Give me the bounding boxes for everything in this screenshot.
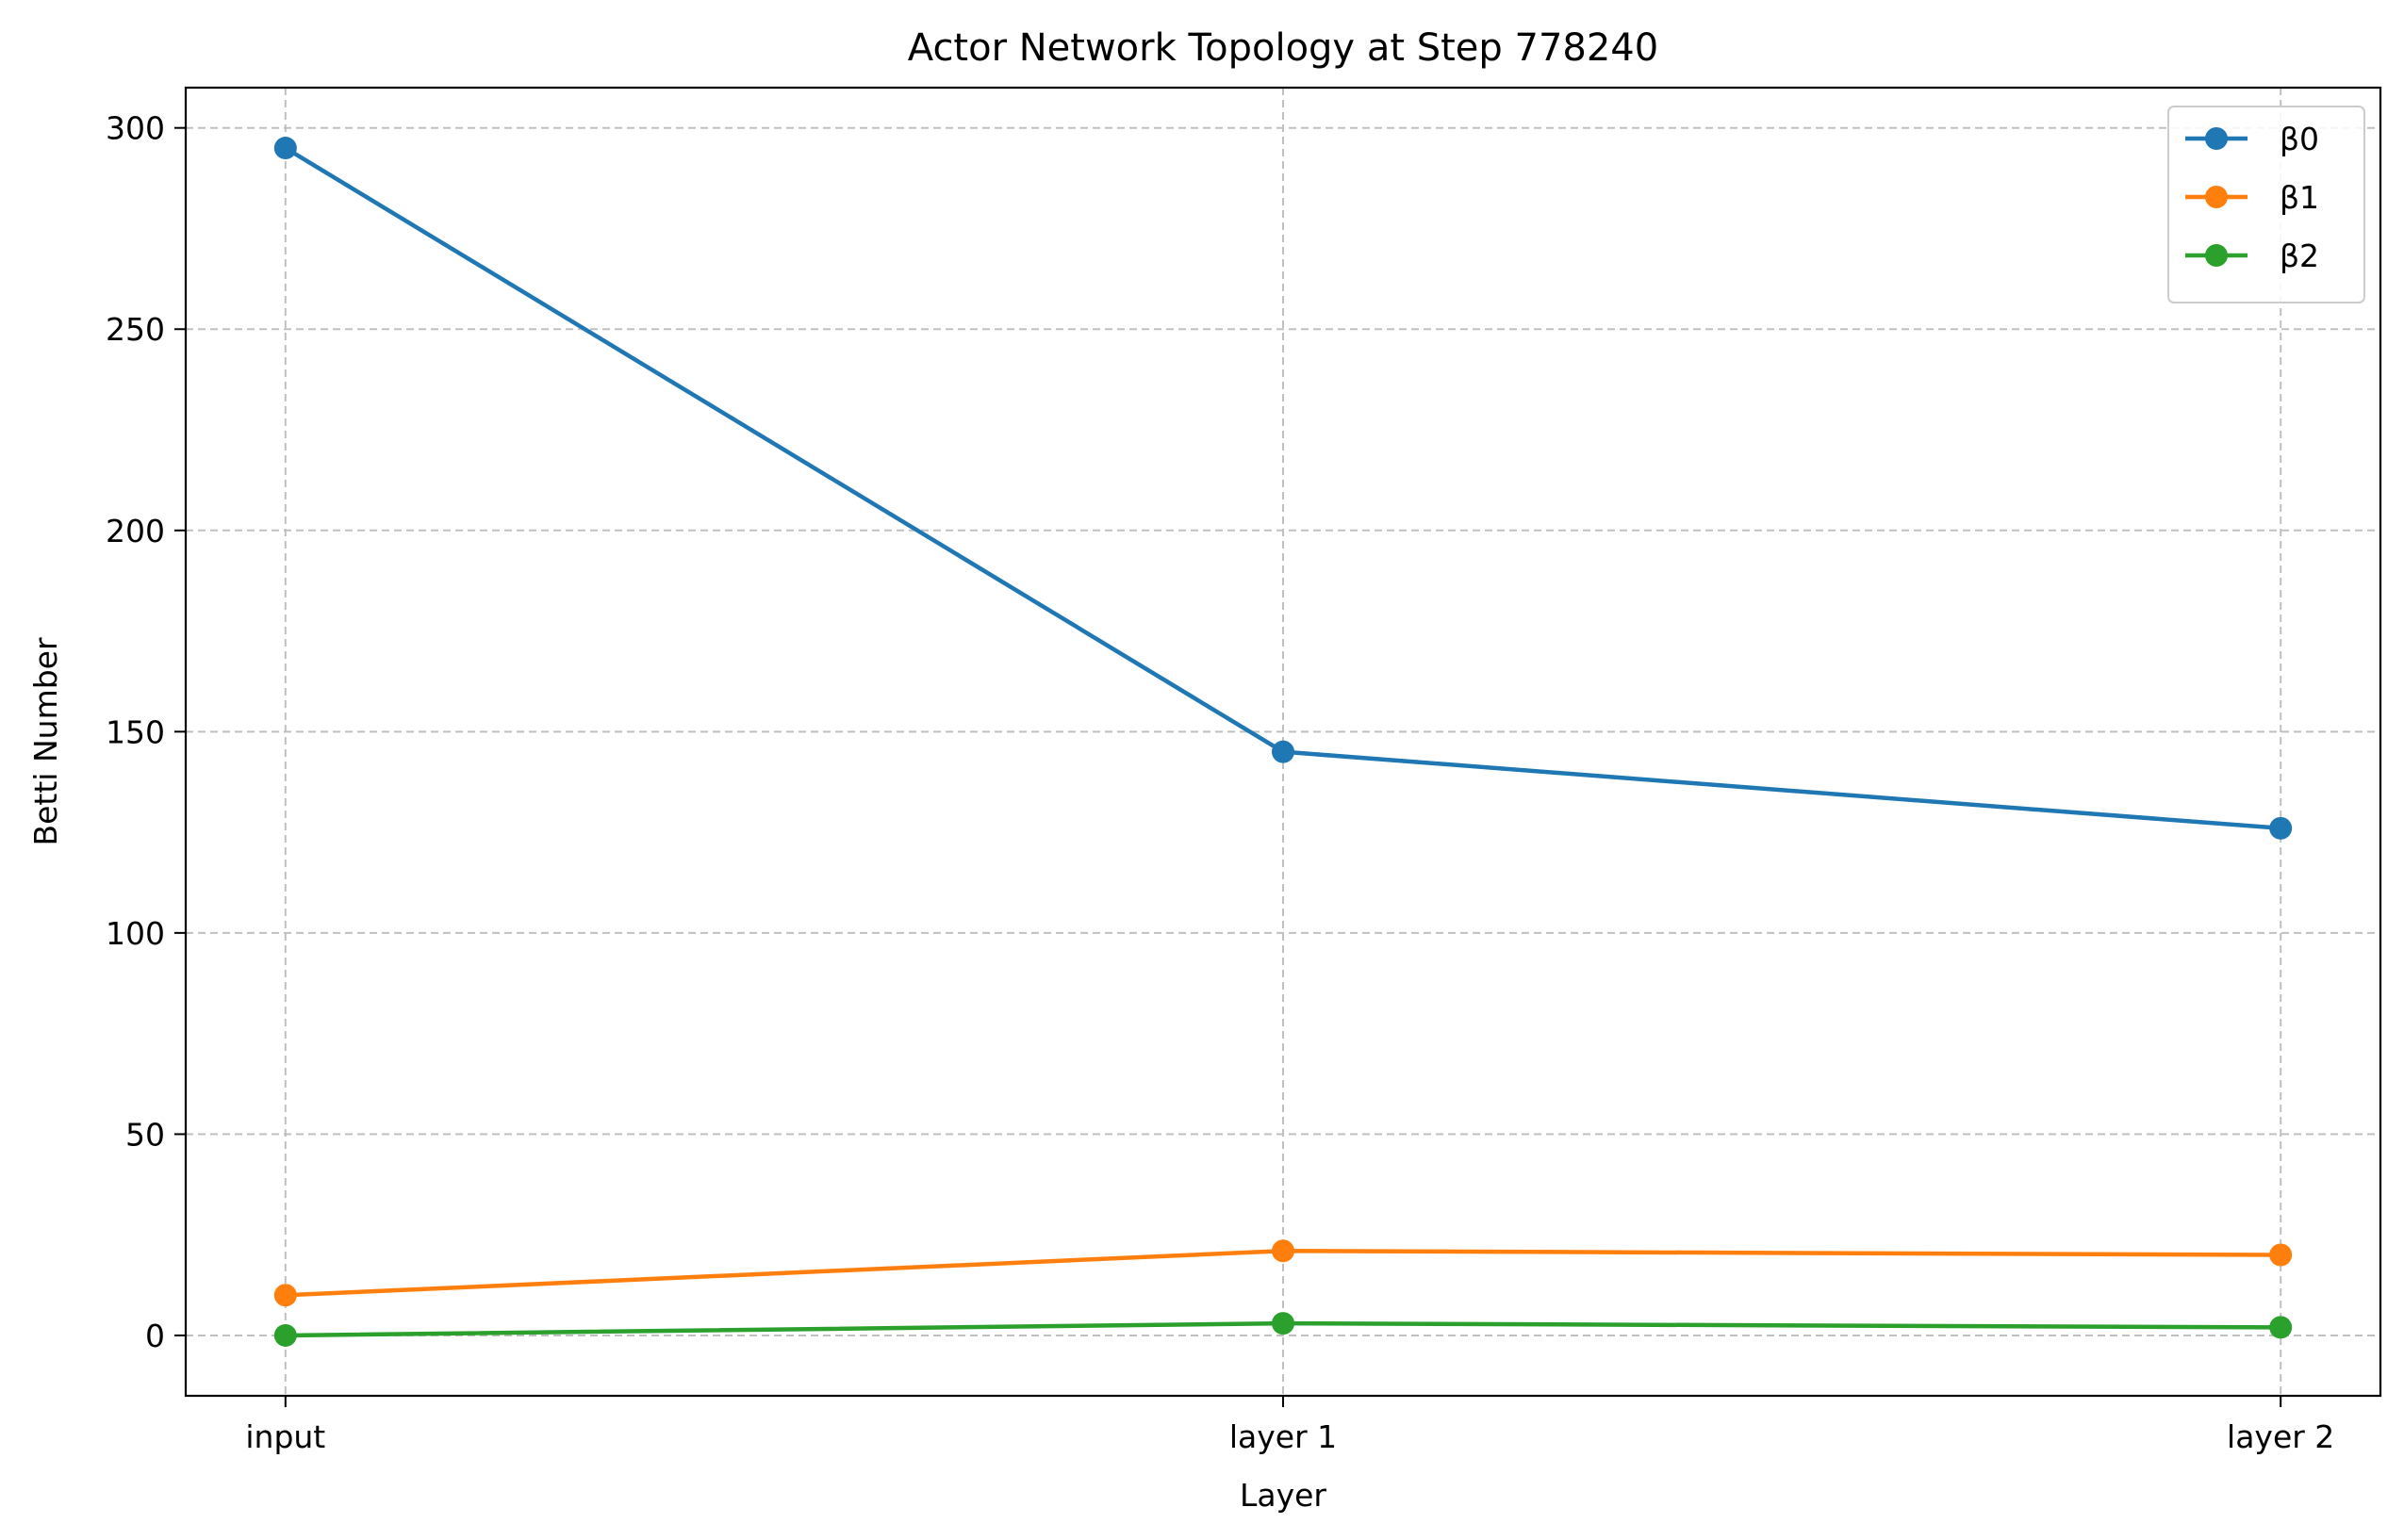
legend-item: β2 [2185, 238, 2319, 274]
y-axis-label: Betti Number [27, 637, 64, 845]
data-point [273, 1284, 297, 1307]
series-1 [273, 1239, 2293, 1307]
data-point [1272, 1239, 1294, 1263]
legend-label: β1 [2280, 179, 2319, 216]
x-tick-label: layer 1 [1229, 1418, 1337, 1455]
x-axis-label: Layer [1240, 1477, 1326, 1514]
legend-label: β2 [2280, 238, 2319, 274]
series-2 [273, 1312, 2293, 1347]
legend-marker [2205, 244, 2228, 267]
legend: β0 β1 β2 [2167, 106, 2365, 303]
y-tick-label: 200 [106, 513, 165, 549]
legend-label: β0 [2280, 121, 2319, 157]
data-point [2269, 816, 2293, 840]
legend-item: β0 [2185, 121, 2319, 157]
y-tick-label: 300 [106, 110, 165, 147]
legend-marker [2205, 186, 2228, 208]
series-0 [273, 137, 2293, 840]
data-point [1272, 740, 1294, 763]
legend-item: β1 [2185, 179, 2319, 216]
data-point [1272, 1312, 1294, 1335]
y-tick-label: 250 [106, 311, 165, 348]
data-point [2269, 1243, 2293, 1267]
legend-marker [2205, 127, 2228, 150]
legend-box [2167, 106, 2365, 303]
chart-title: Actor Network Topology at Step 778240 [908, 26, 1658, 70]
x-tick-label: input [245, 1418, 325, 1455]
y-tick-label: 150 [106, 713, 165, 750]
y-tick-label: 100 [106, 915, 165, 952]
x-tick-label: layer 2 [2227, 1418, 2334, 1455]
y-tick-label: 0 [145, 1318, 165, 1354]
data-point [273, 1323, 297, 1347]
data-point [273, 137, 297, 160]
series-layer [273, 137, 2293, 1347]
data-point [2269, 1316, 2293, 1339]
y-tick-label: 50 [125, 1116, 165, 1153]
axis-ticks: 0 50 100 150 200 250 300 input layer 1 layer 2 [106, 110, 2334, 1455]
